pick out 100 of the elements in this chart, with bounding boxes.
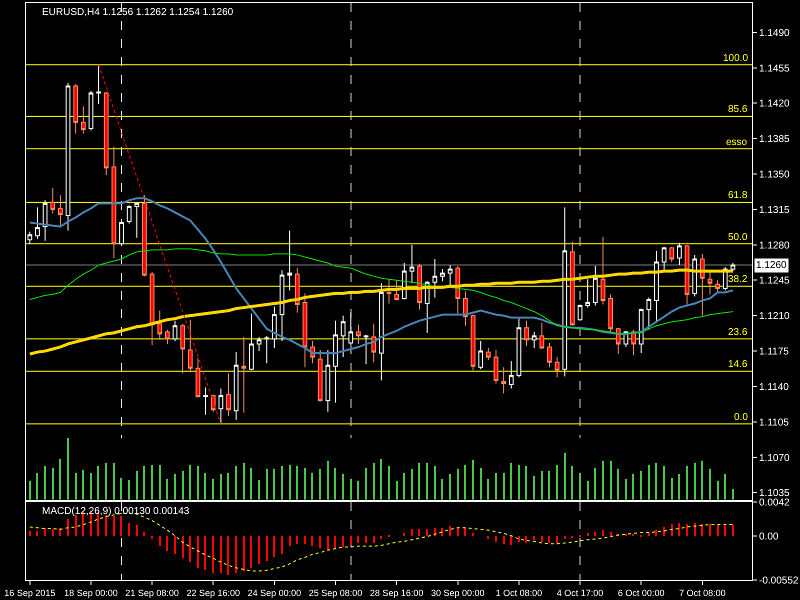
bar	[418, 529, 420, 536]
bar	[204, 473, 206, 500]
candlestick	[150, 272, 154, 346]
annotation: 0.0	[734, 412, 748, 423]
candlestick	[249, 313, 254, 371]
bar	[159, 465, 161, 500]
bar	[663, 466, 665, 500]
bar	[189, 465, 191, 500]
bar	[97, 466, 99, 500]
candlestick	[608, 294, 613, 334]
y-tick-label: 1.1455	[759, 63, 790, 74]
candlestick	[440, 268, 445, 282]
bar	[449, 526, 451, 536]
bar	[36, 531, 38, 536]
candlestick	[180, 323, 186, 374]
candlestick	[272, 306, 277, 349]
candlestick	[66, 82, 70, 232]
candlestick	[570, 241, 575, 326]
bar	[44, 466, 46, 500]
y-tick-label: 1.1175	[759, 346, 790, 358]
bar	[243, 463, 245, 500]
bar	[365, 468, 367, 500]
candlestick	[325, 350, 330, 412]
bar	[319, 536, 321, 548]
annotation: 61.8	[728, 190, 748, 201]
candlestick	[386, 278, 392, 304]
candlestick	[578, 304, 582, 322]
bar	[189, 536, 191, 562]
bar	[556, 465, 558, 500]
bar	[151, 536, 153, 540]
bar	[587, 481, 589, 500]
candlestick	[585, 278, 590, 308]
annotation: esso	[726, 137, 748, 148]
bar	[227, 473, 229, 500]
candlestick	[410, 244, 414, 284]
bar	[342, 536, 344, 548]
x-tick-label: 22 Sep 16:00	[186, 588, 240, 598]
bar	[541, 536, 543, 542]
candlestick	[470, 314, 476, 371]
y-tick-label: 1.1385	[759, 134, 790, 146]
candlestick	[708, 272, 712, 295]
candlestick	[478, 340, 484, 370]
candlestick	[241, 336, 246, 414]
bar	[480, 468, 482, 500]
bar	[36, 473, 38, 500]
bar	[52, 529, 54, 536]
bar	[243, 536, 245, 572]
bar	[518, 465, 520, 500]
x-tick-label: 4 Oct 17:00	[556, 588, 604, 598]
candlestick	[172, 320, 178, 342]
bar	[227, 536, 229, 576]
bar	[472, 460, 474, 500]
bar	[671, 524, 673, 536]
candlestick	[203, 386, 208, 416]
candlestick	[654, 250, 659, 324]
bar	[396, 481, 398, 500]
candlestick	[508, 360, 514, 389]
bar	[67, 438, 69, 500]
bar	[113, 516, 115, 536]
x-tick-label: 28 Sep 16:00	[370, 588, 424, 598]
bar	[663, 527, 665, 536]
bar	[182, 471, 184, 500]
bar	[75, 515, 77, 536]
bar	[457, 469, 459, 500]
bar	[266, 469, 268, 500]
candlestick	[157, 310, 162, 340]
bar	[357, 536, 359, 544]
bar	[197, 466, 199, 500]
candlestick	[226, 372, 231, 416]
candlestick	[218, 388, 224, 424]
candlestick	[669, 246, 674, 263]
bar	[90, 473, 92, 500]
bar	[174, 474, 176, 500]
bar	[503, 473, 505, 500]
bar	[258, 536, 260, 564]
candlestick	[234, 352, 239, 420]
bar	[510, 536, 512, 546]
candlestick	[501, 366, 506, 394]
bar	[75, 473, 77, 500]
bar	[319, 469, 321, 500]
candlestick	[104, 92, 109, 176]
bar	[29, 531, 31, 536]
bar	[724, 525, 726, 536]
candlestick	[73, 83, 78, 134]
bar	[732, 489, 734, 500]
bar	[235, 466, 237, 500]
candlestick	[165, 329, 170, 344]
bar	[204, 536, 206, 570]
annotation: 50.0	[728, 232, 748, 243]
bar	[281, 536, 283, 554]
bar	[648, 533, 650, 536]
bar	[411, 469, 413, 500]
bar	[327, 536, 329, 550]
bar	[403, 473, 405, 500]
bar	[174, 536, 176, 554]
bar	[434, 466, 436, 500]
candlestick	[294, 268, 300, 314]
candlestick	[196, 358, 200, 398]
bar	[97, 512, 99, 536]
x-tick-label: 7 Oct 08:00	[679, 588, 726, 598]
